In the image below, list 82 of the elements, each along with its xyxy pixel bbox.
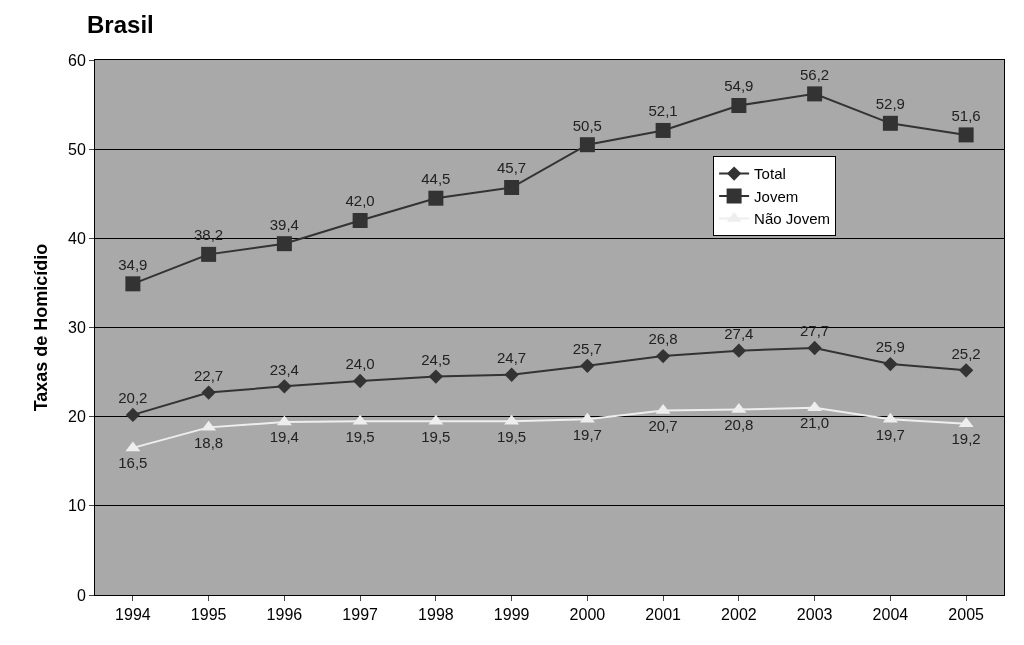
- data-label: 20,7: [648, 416, 678, 434]
- data-label: 44,5: [421, 170, 451, 188]
- point: [731, 97, 747, 113]
- point: [276, 236, 292, 252]
- x-tick-label: 2005: [948, 606, 985, 624]
- point: [882, 115, 898, 131]
- data-label: 18,8: [194, 433, 224, 451]
- x-tick-label: 2003: [796, 606, 833, 624]
- data-label: 42,0: [345, 192, 375, 210]
- y-tick-label: 10: [68, 497, 86, 515]
- point: [655, 122, 671, 138]
- data-label: 20,8: [724, 415, 754, 433]
- data-label: 39,4: [269, 215, 299, 233]
- point: [277, 379, 292, 394]
- y-axis-title: Taxas de Homicídio: [31, 243, 52, 412]
- data-label: 34,9: [118, 255, 148, 273]
- y-tick-label: 20: [68, 408, 86, 426]
- data-label: 19,4: [269, 428, 299, 446]
- data-label: 19,7: [572, 425, 602, 443]
- point: [125, 407, 141, 423]
- point: [428, 369, 444, 384]
- point: [958, 127, 974, 143]
- data-label: 26,8: [648, 330, 678, 348]
- x-tick-label: 2001: [645, 606, 682, 624]
- x-tick-label: 2004: [872, 606, 909, 624]
- data-label: 19,5: [497, 427, 527, 445]
- x-tick-label: 1997: [342, 606, 379, 624]
- point: [428, 190, 444, 206]
- point: [201, 385, 216, 400]
- x-tick-label: 1998: [418, 606, 454, 624]
- data-label: 25,9: [875, 338, 905, 356]
- data-label: 21,0: [800, 414, 830, 432]
- y-tick-label: 0: [76, 586, 86, 604]
- x-tick-label: 1996: [266, 606, 303, 624]
- point: [201, 246, 217, 262]
- data-label: 24,0: [345, 355, 375, 373]
- point: [504, 367, 519, 382]
- data-label: 52,1: [648, 102, 678, 120]
- y-tick-label: 30: [68, 319, 86, 337]
- data-label: 25,7: [572, 340, 602, 358]
- point: [352, 373, 368, 389]
- data-label: 16,5: [118, 454, 148, 472]
- x-tick-label: 2000: [569, 606, 606, 624]
- y-tick-label: 40: [68, 229, 86, 247]
- y-tick-label: 60: [68, 51, 86, 69]
- x-tick-label: 2002: [721, 606, 757, 624]
- legend-label: Total: [754, 165, 786, 183]
- data-label: 19,5: [345, 427, 375, 445]
- data-label: 25,2: [951, 344, 981, 362]
- data-label: 19,2: [951, 430, 981, 448]
- legend-label: Não Jovem: [754, 210, 830, 228]
- point: [958, 363, 974, 378]
- data-label: 19,5: [421, 427, 451, 445]
- point: [731, 343, 747, 358]
- data-label: 54,9: [724, 77, 754, 95]
- point: [655, 348, 671, 364]
- point: [504, 180, 520, 196]
- legend-label: Jovem: [754, 187, 799, 205]
- point: [579, 137, 595, 153]
- x-tick-label: 1995: [190, 606, 227, 624]
- x-tick-label: 1999: [493, 606, 530, 624]
- data-label: 24,5: [421, 350, 451, 368]
- data-label: 19,7: [875, 425, 905, 443]
- x-tick-label: 1994: [115, 606, 151, 624]
- data-label: 22,7: [194, 366, 224, 384]
- data-label: 24,7: [497, 349, 527, 367]
- point: [125, 276, 141, 292]
- data-label: 27,4: [724, 325, 754, 343]
- y-tick-label: 50: [68, 140, 86, 158]
- data-label: 20,2: [118, 389, 148, 407]
- data-label: 52,9: [875, 95, 905, 113]
- data-label: 50,5: [572, 116, 602, 134]
- data-label: 51,6: [951, 106, 981, 124]
- point: [807, 86, 823, 102]
- data-label: 23,4: [269, 360, 299, 378]
- data-label: 56,2: [800, 65, 830, 83]
- data-label: 45,7: [497, 159, 527, 177]
- chart-title: Brasil: [87, 10, 154, 38]
- point: [883, 356, 898, 372]
- point: [352, 213, 368, 228]
- point: [807, 340, 822, 356]
- point: [580, 358, 595, 373]
